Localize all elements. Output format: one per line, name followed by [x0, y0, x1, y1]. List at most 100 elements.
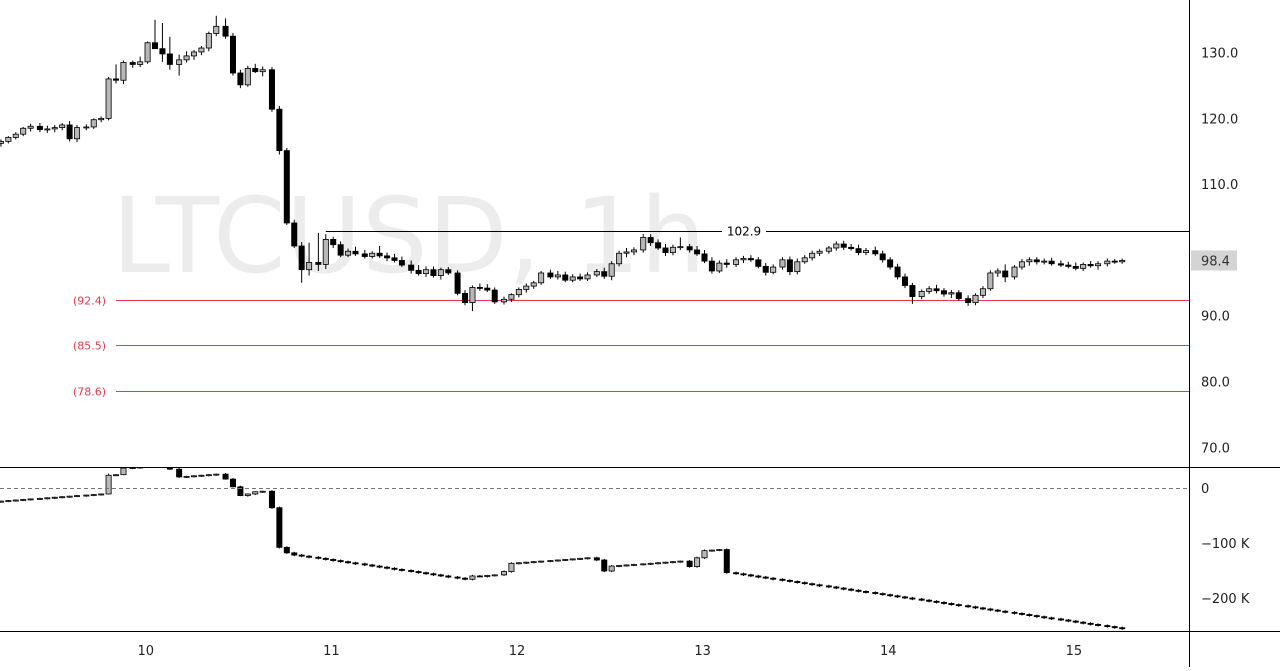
volume-candle[interactable]: [484, 574, 491, 578]
price-candle[interactable]: [694, 245, 701, 256]
price-candle[interactable]: [352, 246, 359, 256]
price-candle[interactable]: [862, 247, 869, 256]
price-candle[interactable]: [623, 247, 630, 258]
volume-candle[interactable]: [1033, 614, 1040, 618]
price-candle[interactable]: [430, 266, 437, 278]
price-candle[interactable]: [222, 18, 229, 39]
price-candle[interactable]: [462, 290, 469, 306]
price-candle[interactable]: [205, 31, 212, 52]
volume-candle[interactable]: [901, 595, 908, 600]
price-candle[interactable]: [176, 54, 183, 76]
price-candle[interactable]: [90, 118, 97, 129]
price-candle[interactable]: [786, 256, 793, 275]
price-candle[interactable]: [809, 250, 816, 261]
volume-candle[interactable]: [809, 582, 816, 586]
price-candle[interactable]: [840, 240, 847, 250]
price-candle[interactable]: [283, 147, 290, 225]
price-candle[interactable]: [229, 32, 236, 76]
price-candle[interactable]: [0, 139, 4, 147]
volume-candle[interactable]: [376, 564, 383, 569]
volume-candle[interactable]: [1011, 611, 1018, 615]
price-candle[interactable]: [198, 46, 205, 56]
price-candle[interactable]: [1041, 258, 1048, 265]
price-candle[interactable]: [740, 255, 747, 264]
volume-candle[interactable]: [105, 473, 112, 495]
price-candle[interactable]: [655, 239, 662, 250]
price-candle[interactable]: [361, 249, 368, 259]
price-candle[interactable]: [376, 245, 383, 258]
volume-candle[interactable]: [887, 593, 894, 597]
volume-candle[interactable]: [577, 557, 584, 561]
price-candle[interactable]: [801, 255, 808, 264]
volume-pane[interactable]: [0, 464, 1189, 630]
volume-candle[interactable]: [994, 608, 1001, 613]
price-candle[interactable]: [476, 283, 483, 291]
price-candle[interactable]: [1011, 265, 1018, 280]
price-candle[interactable]: [733, 257, 740, 268]
price-candle[interactable]: [872, 246, 879, 256]
volume-candle[interactable]: [1018, 612, 1025, 616]
price-candle[interactable]: [337, 241, 344, 258]
price-candle[interactable]: [708, 257, 715, 274]
price-candle[interactable]: [423, 266, 430, 277]
price-candle[interactable]: [918, 289, 925, 300]
price-candle[interactable]: [322, 234, 329, 270]
price-candle[interactable]: [508, 293, 515, 302]
price-candle[interactable]: [27, 123, 34, 132]
volume-candle[interactable]: [584, 557, 591, 560]
volume-candle[interactable]: [538, 560, 545, 563]
price-candle[interactable]: [894, 263, 901, 280]
volume-candle[interactable]: [361, 562, 368, 567]
price-candle[interactable]: [530, 280, 537, 289]
volume-candle[interactable]: [20, 498, 27, 502]
volume-candle[interactable]: [554, 559, 561, 562]
price-candle[interactable]: [662, 244, 669, 256]
volume-candle[interactable]: [1119, 626, 1126, 630]
volume-candle[interactable]: [515, 562, 522, 565]
price-candle[interactable]: [716, 260, 723, 273]
volume-candle[interactable]: [445, 574, 452, 579]
price-candle[interactable]: [833, 241, 840, 251]
price-candle[interactable]: [723, 259, 730, 268]
volume-candle[interactable]: [44, 497, 51, 500]
price-candle[interactable]: [755, 257, 762, 269]
volume-candle[interactable]: [677, 560, 684, 563]
volume-candle[interactable]: [12, 499, 19, 502]
price-candle[interactable]: [1095, 261, 1102, 270]
volume-candle[interactable]: [190, 475, 197, 478]
price-candle[interactable]: [20, 126, 27, 137]
volume-candle[interactable]: [369, 563, 376, 568]
volume-candle[interactable]: [909, 596, 916, 601]
price-candle[interactable]: [1119, 258, 1126, 264]
volume-candle[interactable]: [315, 556, 322, 560]
volume-candle[interactable]: [593, 556, 600, 562]
volume-candle[interactable]: [1002, 610, 1009, 614]
volume-candle[interactable]: [462, 577, 469, 581]
volume-candle[interactable]: [384, 566, 391, 570]
price-candle[interactable]: [152, 19, 159, 50]
price-candle[interactable]: [237, 69, 244, 89]
price-candle[interactable]: [491, 287, 498, 304]
price-candle[interactable]: [98, 116, 105, 123]
price-candle[interactable]: [1104, 258, 1111, 267]
volume-candle[interactable]: [616, 564, 623, 568]
volume-candle[interactable]: [352, 561, 359, 565]
price-candle[interactable]: [926, 286, 933, 295]
volume-candle[interactable]: [229, 478, 236, 488]
volume-candle[interactable]: [259, 490, 266, 493]
volume-candle[interactable]: [298, 553, 305, 558]
volume-candle[interactable]: [508, 562, 515, 573]
price-candle[interactable]: [1072, 262, 1079, 271]
volume-candle[interactable]: [965, 604, 972, 608]
price-candle[interactable]: [848, 244, 855, 251]
volume-candle[interactable]: [59, 496, 66, 499]
volume-candle[interactable]: [530, 561, 537, 564]
price-candle[interactable]: [44, 125, 51, 133]
volume-candle[interactable]: [933, 600, 940, 604]
volume-candle[interactable]: [330, 558, 337, 562]
volume-candle[interactable]: [686, 560, 693, 568]
volume-candle[interactable]: [252, 491, 259, 496]
price-candle[interactable]: [577, 273, 584, 281]
volume-candle[interactable]: [1104, 624, 1111, 628]
